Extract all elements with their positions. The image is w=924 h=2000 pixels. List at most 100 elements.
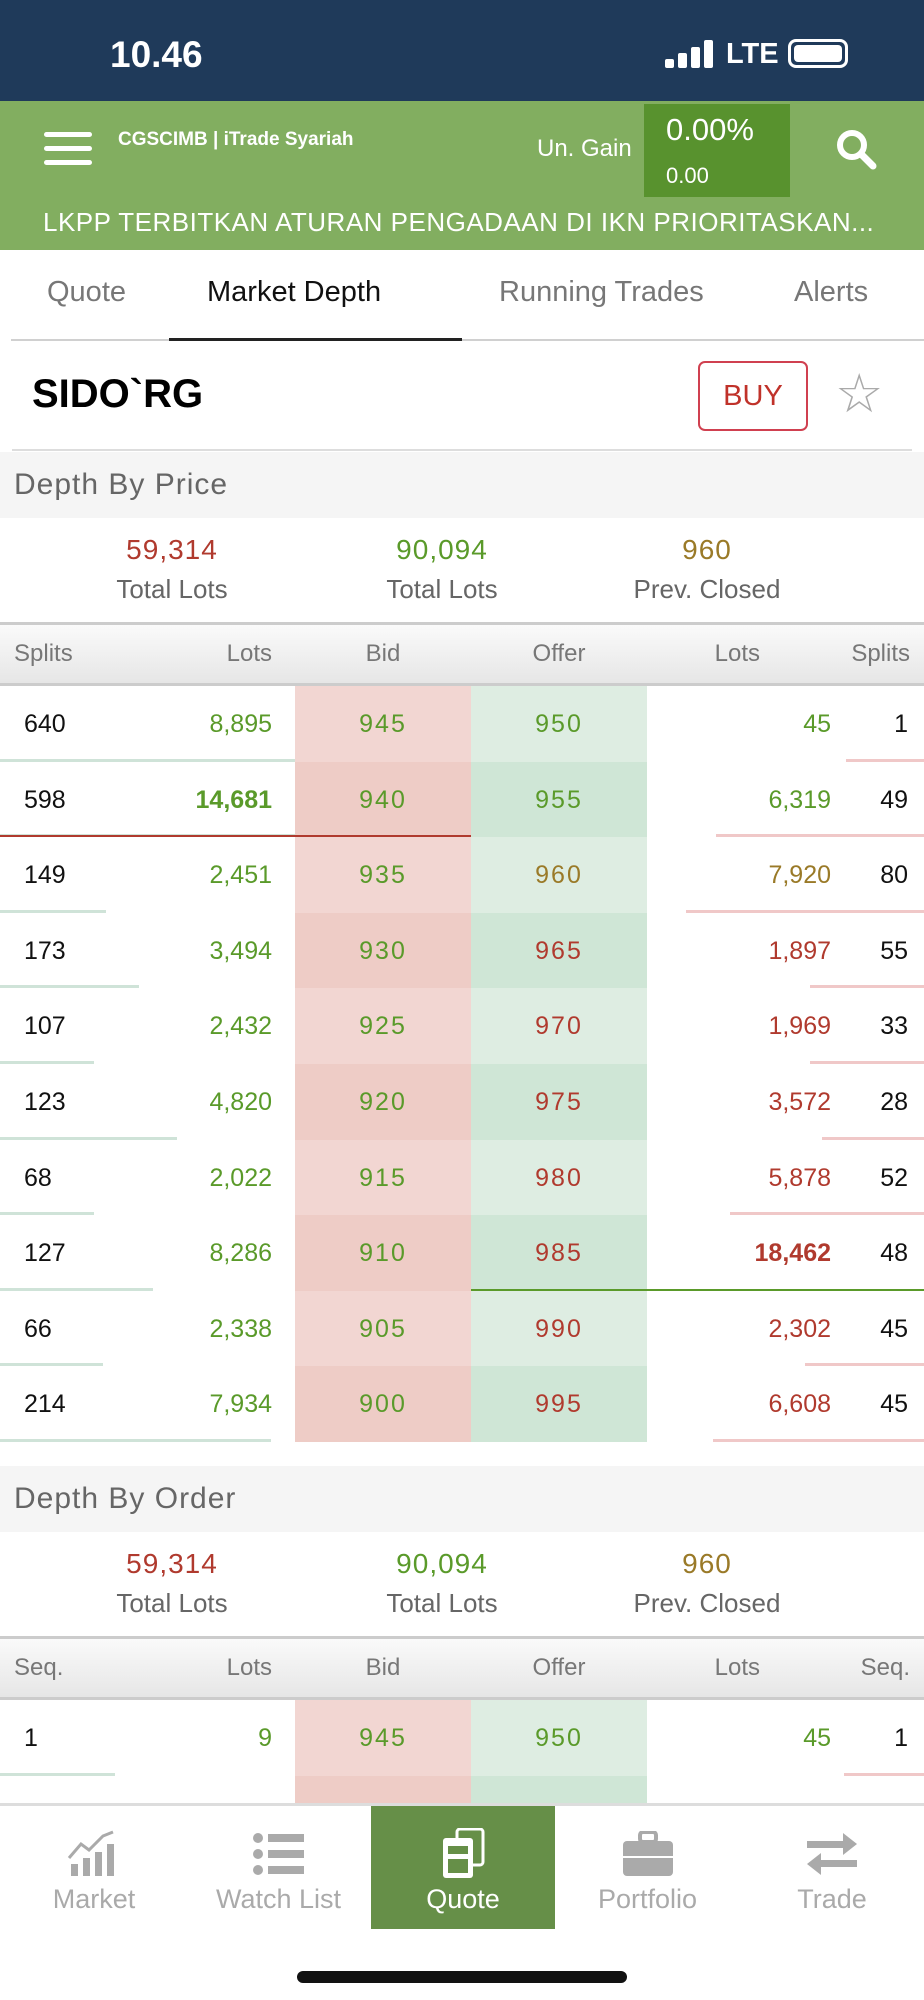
column-header-cell: Lots	[714, 1654, 760, 1681]
column-header-cell: Bid	[365, 1654, 401, 1681]
depth-row[interactable]: 149 2,451 935 960 7,920 80	[0, 837, 924, 913]
bid-price[interactable]: 925	[359, 1012, 407, 1041]
offer-cell-bg	[471, 988, 647, 1064]
offer-lots: 5,878	[768, 1163, 831, 1192]
bid-price[interactable]: 945	[359, 1724, 407, 1752]
bottom-nav: Market Watch List Quote Portfolio Trade	[0, 1803, 924, 1929]
bid-price[interactable]: 930	[359, 936, 407, 965]
total-label: Prev. Closed	[633, 574, 781, 604]
bid-lots: 4,820	[209, 1087, 272, 1116]
depth-row[interactable]: 173 3,494 930 965 1,897 55	[0, 912, 924, 989]
tab-running-trades[interactable]: Running Trades	[499, 276, 704, 308]
offer-lots: 2,302	[768, 1314, 831, 1343]
nav-watch-list[interactable]: Watch List	[187, 1806, 371, 1929]
depth-row[interactable]: 123 4,820 920 975 3,572 28	[0, 1063, 924, 1140]
tab-market-depth[interactable]: Market Depth	[207, 276, 382, 308]
offer-price[interactable]: 960	[535, 861, 583, 890]
total-value: 90,094	[396, 534, 488, 565]
bid-volume-bar	[0, 758, 295, 762]
nav-market[interactable]: Market	[2, 1806, 186, 1929]
depth-row[interactable]: 66 2,338 905 990 2,302 45	[0, 1290, 924, 1367]
bid-price[interactable]: 935	[359, 861, 407, 890]
search-icon[interactable]	[835, 128, 877, 170]
offer-price[interactable]: 975	[535, 1087, 583, 1116]
offer-cell-bg	[471, 1700, 647, 1776]
offer-price[interactable]: 990	[535, 1314, 583, 1343]
news-ticker[interactable]: LKPP TERBITKAN ATURAN PENGADAAN DI IKN P…	[43, 207, 875, 237]
bid-lots: 9	[258, 1724, 272, 1752]
tab-quote[interactable]: Quote	[47, 276, 126, 308]
logo: CGSCIMB | iTrade Syariah	[118, 129, 354, 150]
offer-price[interactable]: 995	[535, 1390, 583, 1419]
bid-splits: 1	[24, 1724, 38, 1752]
total-value: 960	[682, 1548, 732, 1579]
column-header-cell: Offer	[532, 1654, 586, 1681]
offer-price[interactable]: 965	[535, 936, 583, 965]
offer-lots: 18,462	[754, 1239, 831, 1268]
bid-cell-bg	[295, 1290, 471, 1367]
star-icon[interactable]: ☆	[835, 364, 884, 424]
depth-row[interactable]: 68 2,022 915 980 5,878 52	[0, 1139, 924, 1216]
clock: 10.46	[110, 34, 203, 75]
offer-price[interactable]: 955	[535, 785, 583, 814]
column-header-cell: Bid	[365, 640, 401, 667]
nav-label: Quote	[426, 1884, 500, 1914]
total-label: Total Lots	[386, 574, 498, 604]
menu-icon[interactable]	[44, 132, 92, 166]
nav-label: Trade	[797, 1884, 867, 1914]
offer-lots: 45	[803, 710, 831, 738]
divider	[12, 449, 912, 451]
gain-box: 0.00% 0.00	[644, 104, 790, 197]
bid-price[interactable]: 915	[359, 1163, 407, 1192]
offer-price[interactable]: 950	[535, 710, 583, 738]
depth-row[interactable]: 640 8,895 945 950 45 1	[0, 686, 924, 762]
bid-price[interactable]: 940	[359, 785, 407, 814]
signal-icon	[665, 40, 715, 68]
gain-percent: 0.00%	[666, 112, 754, 147]
offer-price[interactable]: 970	[535, 1012, 583, 1041]
buy-button[interactable]: BUY	[698, 361, 808, 431]
bid-cell-bg	[295, 761, 471, 838]
chart-icon	[2, 1824, 186, 1884]
offer-volume-bar	[810, 1060, 924, 1064]
total-value: 960	[682, 534, 732, 565]
bid-price[interactable]: 900	[359, 1390, 407, 1419]
column-header: Splits Lots Bid Offer Lots Splits	[0, 622, 924, 686]
totals: 59,314 Total Lots 90,094 Total Lots 960 Prev.…	[0, 518, 924, 622]
bid-lots: 8,286	[209, 1239, 272, 1268]
nav-quote[interactable]: Quote	[371, 1806, 555, 1929]
active-tab-indicator	[169, 338, 462, 341]
offer-volume-bar	[685, 909, 924, 913]
home-indicator	[297, 1971, 627, 1983]
bid-price[interactable]: 920	[359, 1087, 407, 1116]
section-title: Depth By Order	[0, 1466, 924, 1532]
bid-price[interactable]: 910	[359, 1239, 407, 1268]
totals: 59,314 Total Lots 90,094 Total Lots 960 Prev.…	[0, 1532, 924, 1636]
total-item: 59,314 Total Lots	[22, 1548, 322, 1619]
offer-price[interactable]: 950	[535, 1724, 583, 1752]
offer-price[interactable]: 985	[535, 1239, 583, 1268]
depth-row[interactable]: 214 7,934 900 995 6,608 45	[0, 1366, 924, 1442]
nav-trade[interactable]: Trade	[740, 1806, 924, 1929]
bid-price[interactable]: 945	[359, 710, 407, 738]
column-header-cell: Splits	[14, 640, 73, 667]
tab-alerts[interactable]: Alerts	[794, 276, 869, 308]
total-label: Total Lots	[116, 1588, 228, 1618]
total-item: 960 Prev. Closed	[557, 534, 857, 605]
depth-row[interactable]: 1 9 945 950 45 1	[0, 1700, 924, 1776]
list-icon	[187, 1824, 371, 1884]
offer-volume-bar	[804, 1363, 924, 1367]
offer-splits: 45	[880, 1390, 908, 1419]
bid-price[interactable]: 905	[359, 1314, 407, 1343]
offer-lots: 1,897	[768, 936, 831, 965]
offer-volume-bar	[846, 758, 924, 762]
depth-row[interactable]: 107 2,432 925 970 1,969 33	[0, 988, 924, 1064]
transfer-icon	[740, 1824, 924, 1884]
bid-splits: 598	[24, 785, 66, 814]
bid-volume-bar	[0, 1060, 95, 1064]
nav-portfolio[interactable]: Portfolio	[556, 1806, 740, 1929]
offer-price[interactable]: 980	[535, 1163, 583, 1192]
depth-row[interactable]: 127 8,286 910 985 18,462 48	[0, 1215, 924, 1291]
bid-splits: 214	[24, 1390, 66, 1419]
depth-row[interactable]: 598 14,681 940 955 6,319 49	[0, 761, 924, 838]
